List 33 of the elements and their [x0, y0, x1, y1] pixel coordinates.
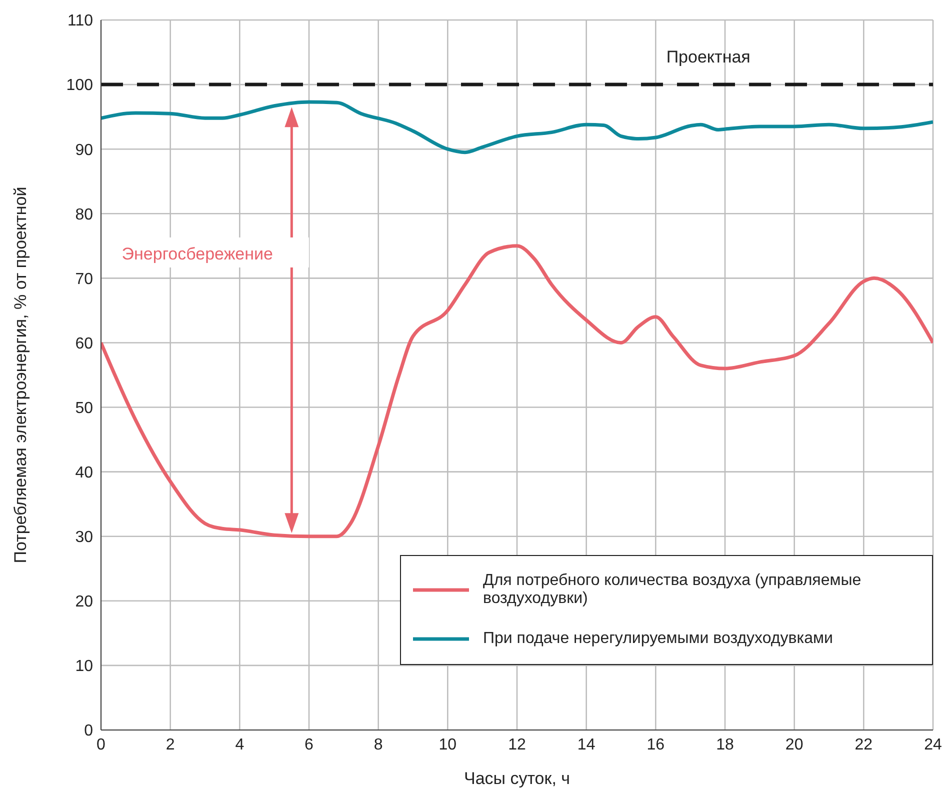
line-series — [101, 244, 933, 538]
x-tick-label: 4 — [235, 736, 244, 754]
line-series — [101, 100, 933, 154]
y-tick-label: 70 — [75, 270, 94, 288]
ref-line-label: Проектная — [666, 48, 750, 67]
x-tick-label: 16 — [646, 736, 665, 754]
legend-label: При подаче нерегулируемыми воздуходувками — [483, 630, 833, 648]
legend-label: Для потребного количества воздуха (управляемые воздуходувки) — [483, 572, 862, 608]
y-tick-label: 40 — [75, 464, 94, 482]
x-tick-label: 6 — [304, 736, 314, 754]
x-tick-label: 22 — [854, 736, 873, 754]
x-tick-label: 14 — [577, 736, 596, 754]
x-tick-label: 12 — [508, 736, 526, 754]
x-tick-label: 2 — [166, 736, 175, 754]
x-tick-label: 18 — [716, 736, 734, 754]
y-tick-label: 80 — [75, 206, 94, 224]
y-tick-label: 0 — [84, 722, 94, 740]
x-tick-label: 0 — [96, 736, 106, 754]
y-tick-label: 30 — [75, 529, 94, 546]
y-tick-label: 10 — [75, 658, 94, 676]
x-tick-label: 10 — [438, 736, 457, 754]
y-tick-label: 110 — [67, 12, 94, 30]
y-tick-label: 20 — [75, 594, 94, 611]
y-tick-label: 60 — [75, 335, 94, 352]
x-tick-label: 24 — [924, 736, 942, 754]
x-tick-label: 8 — [374, 736, 383, 754]
x-axis-title: Часы суток, ч — [464, 769, 570, 788]
y-tick-label: 50 — [75, 400, 94, 417]
y-tick-label: 90 — [75, 142, 94, 159]
y-tick-label: 100 — [66, 77, 94, 94]
y-axis-title: Потребляемая электроэнергия, % от проектной — [11, 186, 30, 564]
x-tick-label: 20 — [785, 736, 804, 754]
annotation: Энергосбережение — [122, 244, 273, 264]
